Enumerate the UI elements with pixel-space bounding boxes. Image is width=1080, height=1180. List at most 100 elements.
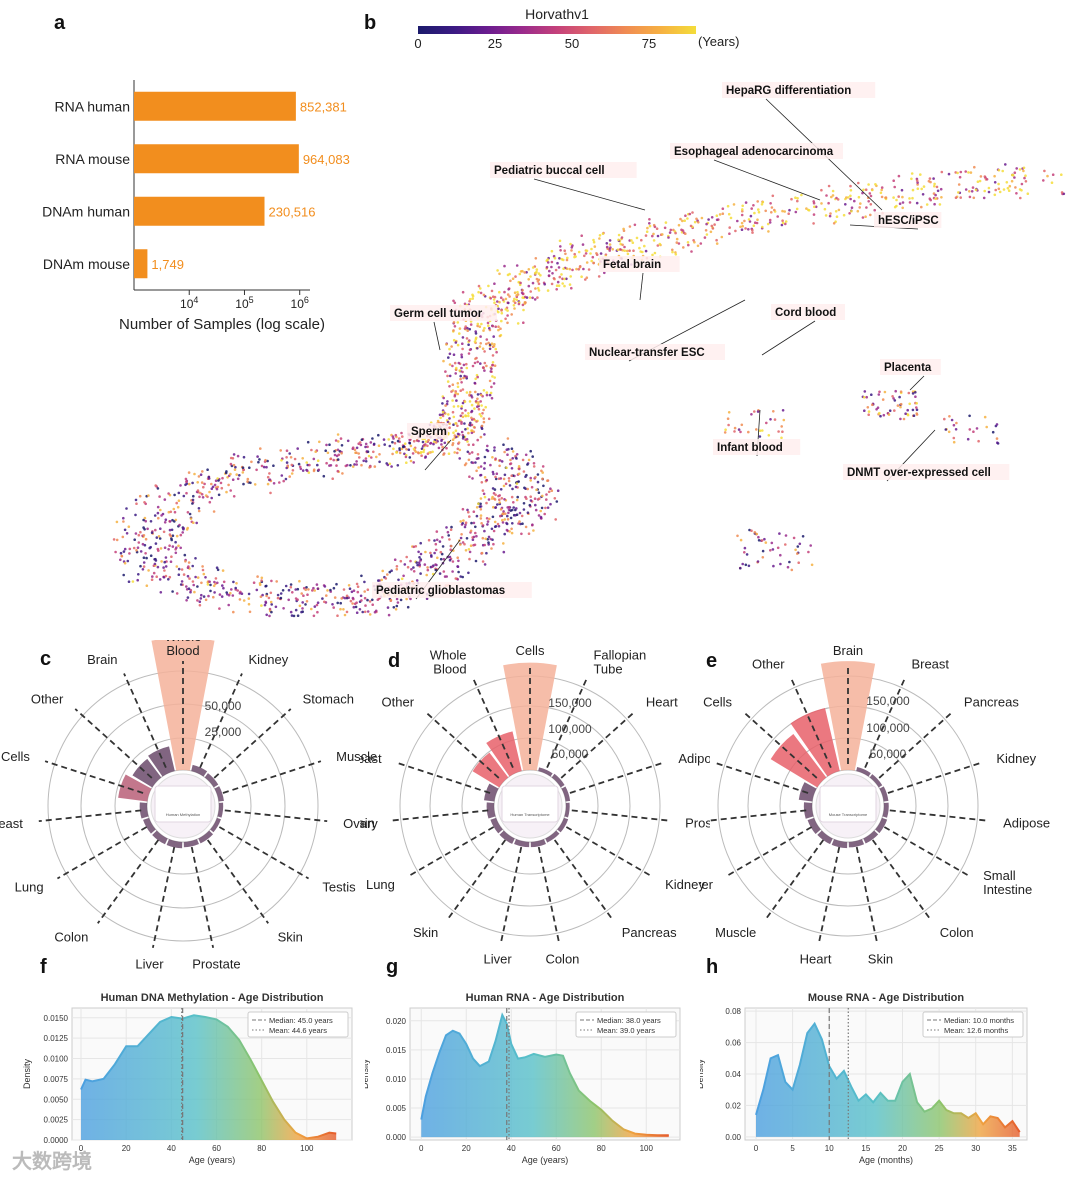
data-point: [835, 215, 839, 218]
data-point: [457, 559, 460, 563]
data-point: [882, 413, 886, 417]
colorbar-tick-label: 0: [414, 36, 421, 51]
data-point: [499, 327, 502, 331]
data-point: [559, 249, 562, 252]
data-point: [355, 460, 358, 463]
polar-spoke: [206, 839, 269, 924]
data-point: [158, 578, 162, 581]
data-point: [792, 536, 796, 540]
polar-bar: [152, 830, 168, 845]
polar-spoke: [425, 711, 500, 779]
polar-spoke: [878, 711, 953, 779]
polar-spoke: [537, 846, 560, 944]
data-point: [326, 451, 330, 455]
x-tick-label: 30: [971, 1144, 980, 1153]
data-point: [546, 289, 550, 292]
data-point: [503, 450, 506, 454]
data-point: [869, 194, 873, 198]
data-point: [141, 568, 145, 571]
data-point: [558, 257, 561, 260]
data-point: [938, 203, 942, 206]
data-point: [899, 405, 902, 409]
data-point: [459, 389, 463, 393]
data-point: [593, 245, 597, 248]
data-point: [372, 450, 375, 454]
data-point: [279, 592, 283, 595]
data-point: [503, 498, 506, 501]
data-point: [296, 614, 300, 617]
data-point: [486, 444, 489, 448]
radial-tick-label: 150,000: [866, 694, 910, 708]
data-point: [788, 560, 791, 564]
data-point: [867, 413, 870, 417]
data-point: [831, 189, 835, 193]
data-point: [367, 454, 371, 458]
data-point: [120, 554, 123, 558]
data-point: [400, 447, 404, 451]
data-point: [447, 356, 450, 359]
data-point: [494, 475, 497, 479]
data-point: [715, 218, 719, 222]
data-point: [446, 380, 450, 383]
data-point: [467, 548, 471, 551]
data-point: [878, 411, 881, 415]
data-point: [299, 467, 303, 471]
data-point: [389, 598, 393, 602]
data-point: [537, 282, 541, 286]
data-point: [672, 228, 675, 232]
data-point: [268, 607, 272, 611]
data-point: [974, 188, 978, 192]
data-point: [778, 532, 781, 535]
data-point: [274, 605, 278, 609]
radial-tick-label: 100,000: [548, 722, 592, 736]
data-point: [675, 237, 679, 241]
data-point: [916, 187, 920, 190]
data-point: [972, 430, 975, 434]
category-label: Lung: [15, 880, 44, 895]
data-point: [935, 185, 939, 189]
data-point: [566, 256, 569, 260]
data-point: [217, 493, 221, 497]
data-point: [718, 213, 722, 216]
data-point: [236, 589, 239, 592]
data-point: [864, 215, 867, 218]
data-point: [341, 472, 344, 475]
data-point: [177, 573, 181, 576]
data-point: [519, 281, 522, 285]
data-point: [412, 545, 416, 549]
callout-leader: [424, 439, 452, 471]
polar-spoke: [726, 826, 813, 877]
data-point: [644, 249, 648, 253]
data-point: [655, 227, 659, 230]
data-point: [895, 198, 898, 202]
data-point: [504, 482, 508, 486]
data-point: [528, 296, 532, 299]
polar-bar: [820, 661, 876, 771]
data-point: [191, 580, 195, 583]
bar: [134, 196, 265, 226]
data-point: [499, 508, 503, 511]
data-point: [154, 542, 158, 545]
data-point: [298, 604, 302, 608]
category-label: Kidney: [665, 877, 705, 892]
data-point: [291, 469, 295, 472]
data-point: [202, 572, 206, 576]
data-point: [196, 576, 200, 579]
data-point: [849, 197, 852, 201]
data-point: [156, 487, 160, 490]
data-point: [493, 488, 497, 491]
data-point: [1043, 169, 1046, 173]
data-point: [406, 605, 410, 609]
data-point: [409, 559, 412, 563]
data-point: [475, 469, 478, 473]
polar-spoke: [396, 761, 491, 794]
data-point: [352, 605, 356, 609]
data-point: [908, 201, 912, 204]
polar-bar: [545, 830, 560, 843]
data-point: [758, 435, 762, 438]
data-point: [609, 246, 612, 249]
polar-spoke: [38, 809, 142, 823]
data-point: [995, 423, 999, 426]
data-point: [376, 598, 380, 601]
callout-label: Nuclear-transfer ESC: [589, 347, 705, 359]
